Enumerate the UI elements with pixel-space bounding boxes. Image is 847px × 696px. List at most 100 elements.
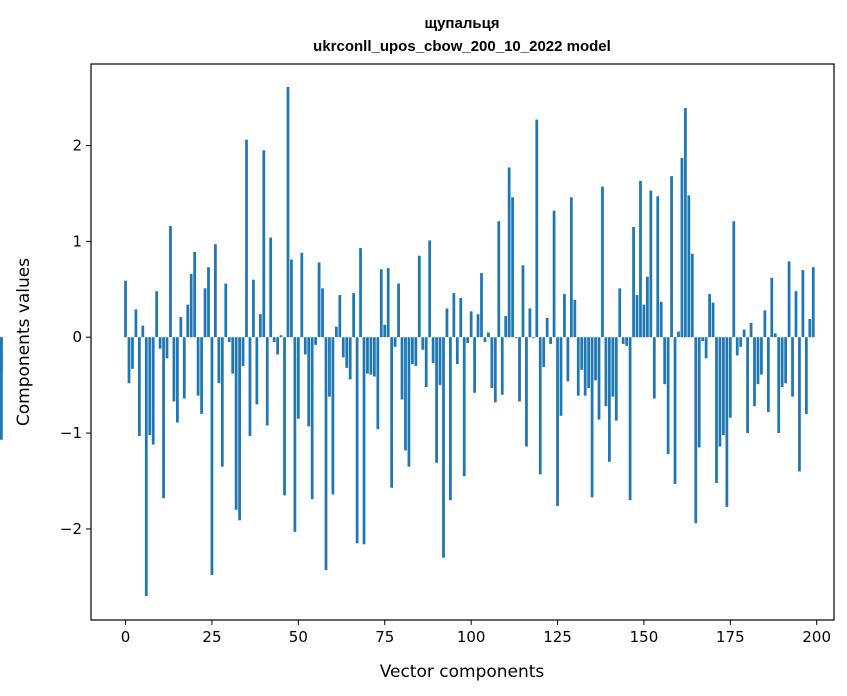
bar-112 — [511, 197, 514, 338]
bar-33 — [238, 337, 241, 521]
bar-45 — [279, 335, 283, 338]
bar-73 — [376, 337, 380, 430]
bar-180 — [746, 337, 749, 434]
x-tick-label: 100 — [457, 628, 486, 646]
bar-150 — [642, 304, 646, 338]
bar-165 — [694, 337, 698, 524]
bar-30 — [227, 337, 231, 342]
bar-140 — [607, 337, 611, 462]
bar-193 — [791, 337, 794, 397]
bar-185 — [763, 310, 767, 338]
bar-35 — [245, 139, 248, 338]
bar-84 — [414, 337, 418, 366]
bar-152 — [649, 190, 653, 338]
bar-124 — [552, 210, 556, 338]
bar-20 — [193, 251, 197, 338]
bar-107 — [493, 337, 497, 403]
chart-title: щупальця — [424, 15, 499, 32]
bar-134 — [587, 337, 591, 389]
bar-117 — [528, 308, 532, 338]
bar-130 — [573, 299, 577, 338]
bar-19 — [189, 273, 193, 338]
bar-undefined — [0, 337, 3, 440]
bar-8 — [151, 337, 155, 445]
bar-177 — [735, 337, 739, 356]
bar-27 — [217, 337, 221, 384]
bar-144 — [621, 337, 625, 344]
bar-169 — [708, 294, 711, 338]
bar-171 — [715, 337, 718, 483]
bar-121 — [542, 337, 546, 367]
bar-178 — [739, 337, 743, 347]
bar-66 — [352, 293, 356, 338]
bar-142 — [614, 337, 618, 421]
bar-129 — [569, 197, 573, 338]
x-tick-label: 0 — [121, 628, 131, 646]
bar-189 — [777, 337, 781, 434]
bar-47 — [286, 87, 290, 338]
bar-143 — [618, 288, 622, 338]
bar-167 — [701, 337, 705, 342]
bar-127 — [563, 294, 566, 338]
bar-172 — [718, 337, 722, 447]
bar-51 — [300, 252, 304, 338]
bar-109 — [500, 337, 504, 395]
bar-181 — [749, 322, 753, 338]
bar-12 — [165, 337, 169, 359]
bar-90 — [435, 337, 438, 463]
bar-114 — [518, 337, 521, 402]
y-axis-ticks: −2 −1 0 1 2 — [60, 136, 91, 538]
bar-39 — [258, 314, 262, 338]
bar-79 — [397, 283, 400, 338]
bar-133 — [583, 337, 587, 396]
bar-148 — [635, 295, 639, 338]
bar-77 — [390, 337, 394, 488]
bar-192 — [787, 261, 791, 338]
bar-78 — [393, 337, 397, 347]
bar-38 — [255, 337, 259, 405]
bar-195 — [798, 337, 801, 472]
bar-92 — [442, 337, 445, 558]
bar-186 — [766, 337, 770, 412]
x-tick-label: 50 — [289, 628, 308, 646]
chart-subtitle: ukrconll_upos_cbow_200_10_2022 model — [313, 38, 611, 55]
bar-10 — [158, 337, 162, 349]
bar-94 — [449, 337, 452, 501]
bar-159 — [673, 337, 677, 484]
bar-53 — [307, 337, 311, 427]
bar-116 — [525, 337, 528, 447]
bar-156 — [663, 337, 667, 385]
bar-100 — [469, 311, 473, 338]
bar-88 — [428, 240, 432, 338]
bar-164 — [690, 253, 694, 338]
bar-155 — [659, 301, 663, 338]
bar-139 — [604, 337, 608, 407]
bar-14 — [172, 337, 176, 402]
bar-198 — [808, 318, 812, 338]
bar-63 — [341, 337, 345, 358]
x-tick-label: 125 — [543, 628, 572, 646]
bar-105 — [487, 332, 490, 338]
bar-122 — [545, 318, 549, 338]
bar-1 — [127, 337, 131, 384]
bar-80 — [400, 337, 404, 400]
bar-137 — [597, 337, 601, 420]
plot-area-frame — [90, 63, 835, 621]
bar-125 — [556, 337, 559, 506]
bar-104 — [483, 337, 487, 342]
bar-31 — [231, 337, 235, 374]
y-axis-label: Components values — [14, 258, 34, 426]
bar-17 — [182, 337, 186, 399]
bar-85 — [417, 255, 421, 338]
bars-group — [0, 87, 815, 597]
bar-190 — [780, 337, 784, 388]
bar-97 — [459, 297, 463, 338]
bar-199 — [811, 267, 815, 338]
bar-7 — [148, 337, 152, 435]
bar-59 — [328, 337, 331, 397]
bar-49 — [293, 337, 297, 532]
bar-98 — [462, 337, 466, 477]
bar-2 — [131, 337, 134, 369]
bar-6 — [144, 337, 148, 597]
bar-174 — [725, 337, 729, 507]
